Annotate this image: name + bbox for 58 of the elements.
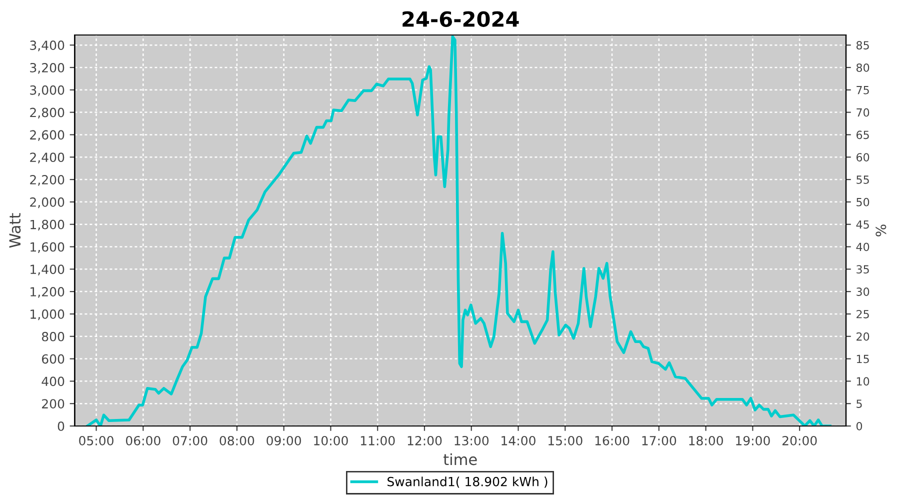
y2-tick-label: 50	[856, 198, 870, 206]
y-tick-label: 2,000	[30, 197, 64, 208]
x-tick-label: 13:00	[454, 436, 489, 446]
y2-tick-label: 75	[856, 86, 869, 94]
y-tick-label: 1,800	[30, 220, 64, 231]
y-tick-label: 1,400	[30, 264, 64, 276]
x-tick-label: 14:00	[502, 436, 536, 446]
y-tick-label: 3,000	[30, 85, 64, 96]
y2-tick-label: 85	[856, 41, 869, 50]
y-tick-label: 1,200	[30, 287, 64, 298]
x-tick-label: 07:00	[172, 436, 208, 446]
x-tick-label: 17:00	[642, 436, 676, 446]
x-tick-label: 10:00	[314, 436, 348, 446]
y2-tick-label: 65	[856, 130, 869, 140]
y-tick-label: 2,600	[30, 130, 64, 141]
y2-tick-label: 45	[856, 220, 869, 229]
x-axis-title: time	[444, 453, 477, 466]
y-tick-label: 800	[42, 332, 64, 342]
y2-tick-label: 20	[856, 332, 870, 341]
y-axis-title: Watt	[9, 213, 21, 248]
y2-tick-label: 10	[856, 377, 870, 386]
x-tick-label: 05:00	[79, 436, 114, 446]
y2-tick-label: 55	[856, 176, 869, 184]
y-tick-label: 2,800	[30, 108, 64, 119]
y2-tick-label: 40	[856, 242, 870, 252]
y-tick-label: 3,400	[30, 40, 64, 52]
y2-axis-title: %	[876, 224, 886, 236]
y-tick-label: 1,000	[30, 309, 64, 320]
y2-tick-label: 5	[856, 400, 862, 408]
x-tick-label: 06:00	[126, 436, 160, 446]
y2-tick-label: 35	[856, 265, 869, 274]
chart-title: 24-6-2024	[402, 11, 519, 27]
x-tick-label: 19:00	[736, 436, 770, 446]
x-tick-label: 15:00	[548, 436, 582, 446]
y-tick-label: 400	[42, 376, 64, 386]
y-tick-label: 1,600	[30, 242, 64, 253]
x-tick-label: 12:00	[408, 436, 442, 446]
y2-tick-label: 60	[856, 153, 870, 162]
y2-tick-label: 0	[856, 422, 862, 430]
y2-tick-label: 70	[856, 108, 870, 117]
x-tick-label: 16:00	[595, 436, 630, 446]
y2-tick-label: 25	[856, 310, 869, 318]
x-tick-label: 08:00	[220, 436, 254, 446]
y-tick-label: 200	[42, 399, 64, 409]
y2-tick-label: 15	[856, 354, 869, 364]
y-tick-label: 600	[42, 354, 64, 364]
line-series	[86, 35, 832, 426]
x-tick-label: 09:00	[266, 436, 301, 446]
y-tick-label: 0	[58, 421, 64, 431]
x-tick-label: 11:00	[360, 436, 395, 446]
y-tick-label: 3,200	[30, 62, 64, 74]
legend-label: Swanland1( 18.902 kWh )	[388, 476, 548, 488]
y-tick-label: 2,400	[30, 152, 64, 164]
x-tick-label: 20:00	[782, 436, 817, 446]
y2-tick-label: 30	[856, 288, 870, 296]
y2-tick-label: 80	[856, 63, 870, 72]
x-tick-label: 18:00	[689, 436, 723, 446]
y-tick-label: 2,200	[30, 174, 64, 186]
